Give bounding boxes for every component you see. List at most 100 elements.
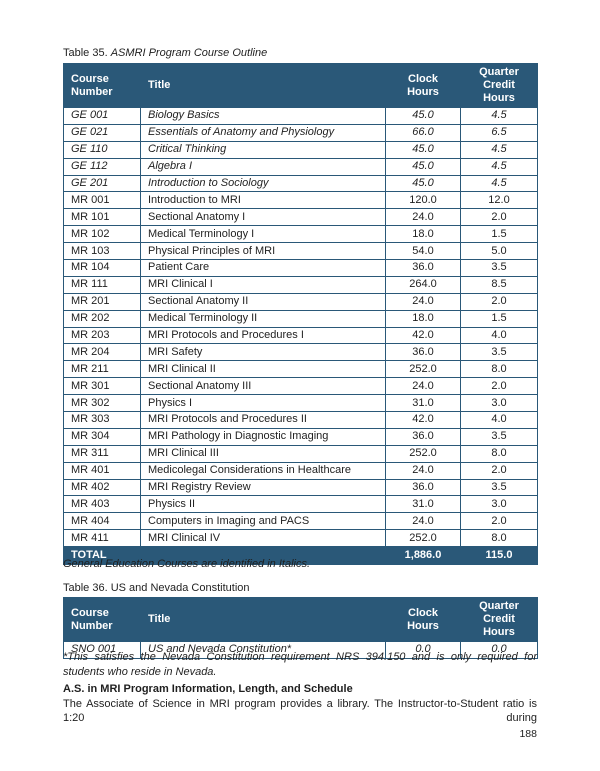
course-number-cell: GE 112	[63, 157, 141, 176]
clock-hours-cell: 31.0	[385, 495, 461, 514]
table-row: MR 402 MRI Registry Review 36.0 3.5	[63, 478, 538, 497]
column-header-course-number: Course Number	[63, 597, 141, 642]
credit-hours-cell: 4.5	[460, 174, 538, 193]
title-cell: MRI Registry Review	[140, 478, 386, 497]
section-heading: A.S. in MRI Program Information, Length,…	[63, 683, 353, 695]
clock-hours-cell: 36.0	[385, 343, 461, 362]
course-number-cell: MR 304	[63, 427, 141, 446]
table-row: MR 201 Sectional Anatomy II 24.0 2.0	[63, 292, 538, 311]
table35-caption-title: ASMRI Program Course Outline	[110, 47, 268, 59]
title-cell: Computers in Imaging and PACS	[140, 512, 386, 531]
clock-hours-cell: 45.0	[385, 107, 461, 125]
credit-hours-cell: 1.5	[460, 225, 538, 244]
table-row: GE 112 Algebra I 45.0 4.5	[63, 157, 538, 176]
table-row: GE 001 Biology Basics 45.0 4.5	[63, 107, 538, 125]
clock-hours-cell: 0.0	[385, 641, 461, 659]
table-row: MR 103 Physical Principles of MRI 54.0 5.0	[63, 242, 538, 261]
page-number: 188	[519, 728, 537, 740]
clock-hours-cell: 36.0	[385, 259, 461, 277]
clock-hours-cell: 18.0	[385, 225, 461, 244]
table-row: MR 001 Introduction to MRI 120.0 12.0	[63, 191, 538, 210]
table-row: MR 102 Medical Terminology I 18.0 1.5	[63, 225, 538, 244]
title-cell: Critical Thinking	[140, 140, 386, 159]
course-number-cell: MR 203	[63, 326, 141, 345]
clock-hours-cell: 24.0	[385, 512, 461, 531]
clock-hours-cell: 24.0	[385, 208, 461, 227]
table-row: MR 303 MRI Protocols and Procedures II 42.…	[63, 411, 538, 429]
title-cell: MRI Protocols and Procedures II	[140, 411, 386, 429]
credit-hours-cell: 4.5	[460, 107, 538, 125]
title-cell: Physical Principles of MRI	[140, 242, 386, 261]
table-row: GE 021 Essentials of Anatomy and Physiolo…	[63, 123, 538, 142]
credit-hours-cell: 2.0	[460, 512, 538, 531]
credit-hours-cell: 4.0	[460, 411, 538, 429]
credit-hours-cell: 2.0	[460, 208, 538, 227]
course-number-cell: MR 303	[63, 411, 141, 429]
credit-hours-cell: 3.5	[460, 343, 538, 362]
table-row: MR 311 MRI Clinical III 252.0 8.0	[63, 444, 538, 463]
table-row: MR 401 Medicolegal Considerations in Heal…	[63, 461, 538, 480]
title-cell: MRI Clinical III	[140, 444, 386, 463]
table35-body: GE 001 Biology Basics 45.0 4.5 GE 021 Essenti…	[63, 107, 538, 548]
clock-hours-cell: 24.0	[385, 461, 461, 480]
table-row: MR 211 MRI Clinical II 252.0 8.0	[63, 360, 538, 379]
table35-course-outline: Course Number Title Clock Hours Quarter …	[63, 63, 538, 566]
title-cell: Introduction to Sociology	[140, 174, 386, 193]
credit-hours-cell: 4.0	[460, 326, 538, 345]
table35-total-row: TOTAL 1,886.0 115.0	[63, 546, 538, 566]
table-row: MR 404 Computers in Imaging and PACS 24.0 2…	[63, 512, 538, 531]
credit-hours-cell: 2.0	[460, 461, 538, 480]
credit-hours-cell: 1.5	[460, 309, 538, 328]
table-header-row: Course Number Title Clock Hours Quarter …	[63, 63, 538, 108]
credit-hours-cell: 2.0	[460, 292, 538, 311]
table-row: SNO 001 US and Nevada Constitution* 0.0 0.0	[63, 641, 538, 659]
table-row: MR 101 Sectional Anatomy I 24.0 2.0	[63, 208, 538, 227]
credit-hours-cell: 12.0	[460, 191, 538, 210]
table35-caption-prefix: Table 35.	[63, 47, 111, 59]
credit-hours-cell: 8.0	[460, 360, 538, 379]
clock-hours-cell: 66.0	[385, 123, 461, 142]
table-row: MR 104 Patient Care 36.0 3.5	[63, 259, 538, 277]
table-row: MR 403 Physics II 31.0 3.0	[63, 495, 538, 514]
column-header-course-number: Course Number	[63, 63, 141, 108]
course-number-cell: MR 201	[63, 292, 141, 311]
table-row: MR 203 MRI Protocols and Procedures I 42.0…	[63, 326, 538, 345]
clock-hours-cell: 252.0	[385, 444, 461, 463]
course-number-cell: GE 110	[63, 140, 141, 159]
title-cell: Medical Terminology II	[140, 309, 386, 328]
course-number-cell: MR 401	[63, 461, 141, 480]
course-number-cell: MR 211	[63, 360, 141, 379]
course-number-cell: MR 202	[63, 309, 141, 328]
credit-hours-cell: 5.0	[460, 242, 538, 261]
column-header-clock-hours: Clock Hours	[385, 63, 461, 108]
credit-hours-cell: 3.5	[460, 478, 538, 497]
column-header-title: Title	[140, 597, 386, 642]
clock-hours-cell: 31.0	[385, 394, 461, 413]
course-number-cell: MR 302	[63, 394, 141, 413]
credit-hours-cell: 3.0	[460, 394, 538, 413]
clock-hours-cell: 18.0	[385, 309, 461, 328]
course-number-cell: MR 104	[63, 259, 141, 277]
credit-hours-cell: 6.5	[460, 123, 538, 142]
title-cell: MRI Protocols and Procedures I	[140, 326, 386, 345]
course-number-cell: GE 001	[63, 107, 141, 125]
title-cell: MRI Clinical IV	[140, 529, 386, 548]
table35-caption: Table 35. ASMRI Program Course Outline	[63, 47, 537, 60]
course-number-cell: MR 001	[63, 191, 141, 210]
total-clock-cell: 1,886.0	[385, 546, 461, 566]
table36-us-nevada-constitution: Course Number Title Clock Hours Quarter …	[63, 597, 538, 659]
credit-hours-cell: 4.5	[460, 157, 538, 176]
title-cell: Biology Basics	[140, 107, 386, 125]
clock-hours-cell: 42.0	[385, 326, 461, 345]
credit-hours-cell: 3.5	[460, 259, 538, 277]
title-cell: MRI Pathology in Diagnostic Imaging	[140, 427, 386, 446]
table36-footnote: *This satisfies the Nevada Constitution …	[63, 651, 537, 678]
title-cell: Algebra I	[140, 157, 386, 176]
column-header-credit-hours: Quarter Credit Hours	[460, 63, 538, 108]
title-cell: Introduction to MRI	[140, 191, 386, 210]
table36-caption: Table 36. US and Nevada Constitution	[63, 582, 250, 594]
course-number-cell: MR 404	[63, 512, 141, 531]
credit-hours-cell: 8.0	[460, 444, 538, 463]
title-cell: Patient Care	[140, 259, 386, 277]
table-row: MR 111 MRI Clinical I 264.0 8.5	[63, 275, 538, 294]
